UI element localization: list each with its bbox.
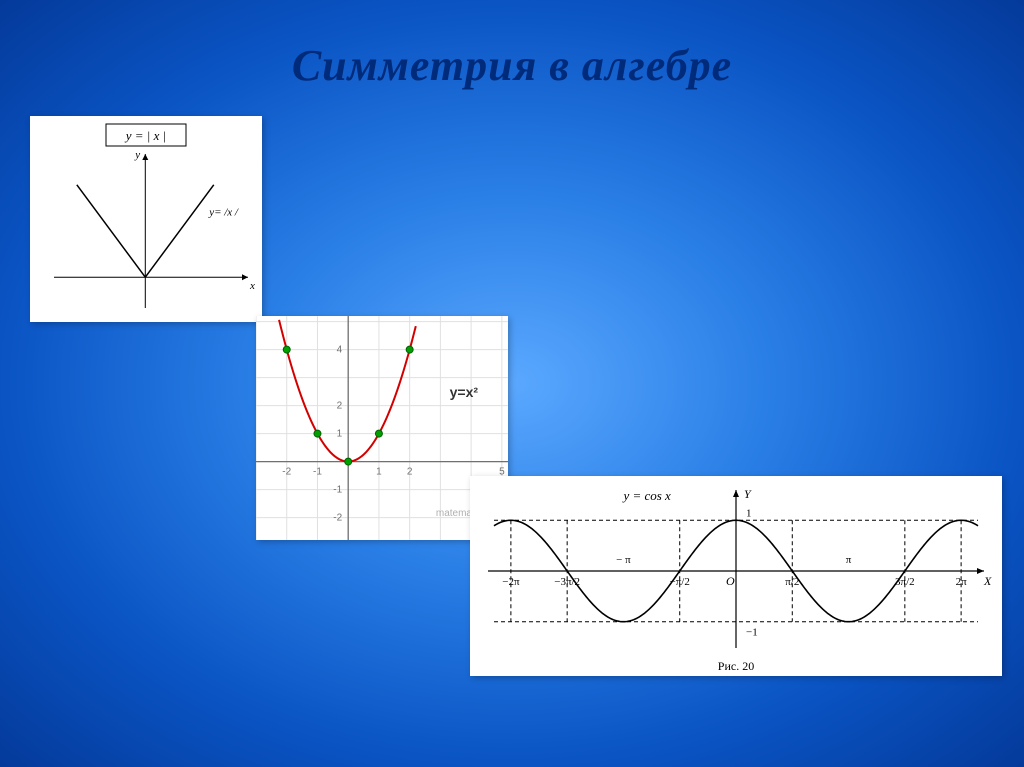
- svg-text:1: 1: [376, 467, 382, 478]
- svg-text:y = | x |: y = | x |: [124, 128, 166, 143]
- svg-text:2π: 2π: [956, 576, 968, 588]
- abs-value-chart: y = | x | x y y= /x /: [30, 116, 262, 322]
- svg-text:π: π: [846, 554, 852, 566]
- svg-text:Y: Y: [744, 487, 752, 501]
- page-title: Симметрия в алгебре: [0, 40, 1024, 91]
- svg-text:−π/2: −π/2: [670, 576, 690, 588]
- svg-text:2: 2: [337, 401, 343, 412]
- cosine-chart: X Y O −2π −3π/2 − π −π/2 π/2 π 3π/2 2π 1 −1 y = cos x…: [470, 476, 1002, 676]
- svg-text:x: x: [249, 280, 255, 292]
- svg-text:y= /x /: y= /x /: [208, 207, 239, 219]
- svg-text:y = cos x: y = cos x: [621, 488, 671, 503]
- svg-text:Рис. 20: Рис. 20: [718, 659, 754, 673]
- svg-text:1: 1: [337, 429, 343, 440]
- svg-text:y: y: [134, 149, 140, 161]
- svg-text:-1: -1: [313, 467, 322, 478]
- svg-text:y=x²: y=x²: [450, 384, 479, 400]
- svg-text:−3π/2: −3π/2: [554, 576, 580, 588]
- svg-text:4: 4: [337, 345, 343, 356]
- svg-text:-1: -1: [333, 485, 342, 496]
- svg-text:− π: − π: [616, 554, 631, 566]
- svg-text:X: X: [983, 574, 992, 588]
- svg-text:3π/2: 3π/2: [895, 576, 915, 588]
- svg-text:π/2: π/2: [785, 576, 799, 588]
- svg-text:−2π: −2π: [502, 576, 520, 588]
- svg-text:-2: -2: [333, 513, 342, 524]
- svg-text:2: 2: [407, 467, 413, 478]
- svg-text:-2: -2: [282, 467, 291, 478]
- svg-text:1: 1: [746, 507, 752, 519]
- svg-text:−1: −1: [746, 627, 758, 639]
- svg-text:O: O: [726, 574, 735, 588]
- slide: Симметрия в алгебре y = | x | x y y= /x / -…: [0, 0, 1024, 767]
